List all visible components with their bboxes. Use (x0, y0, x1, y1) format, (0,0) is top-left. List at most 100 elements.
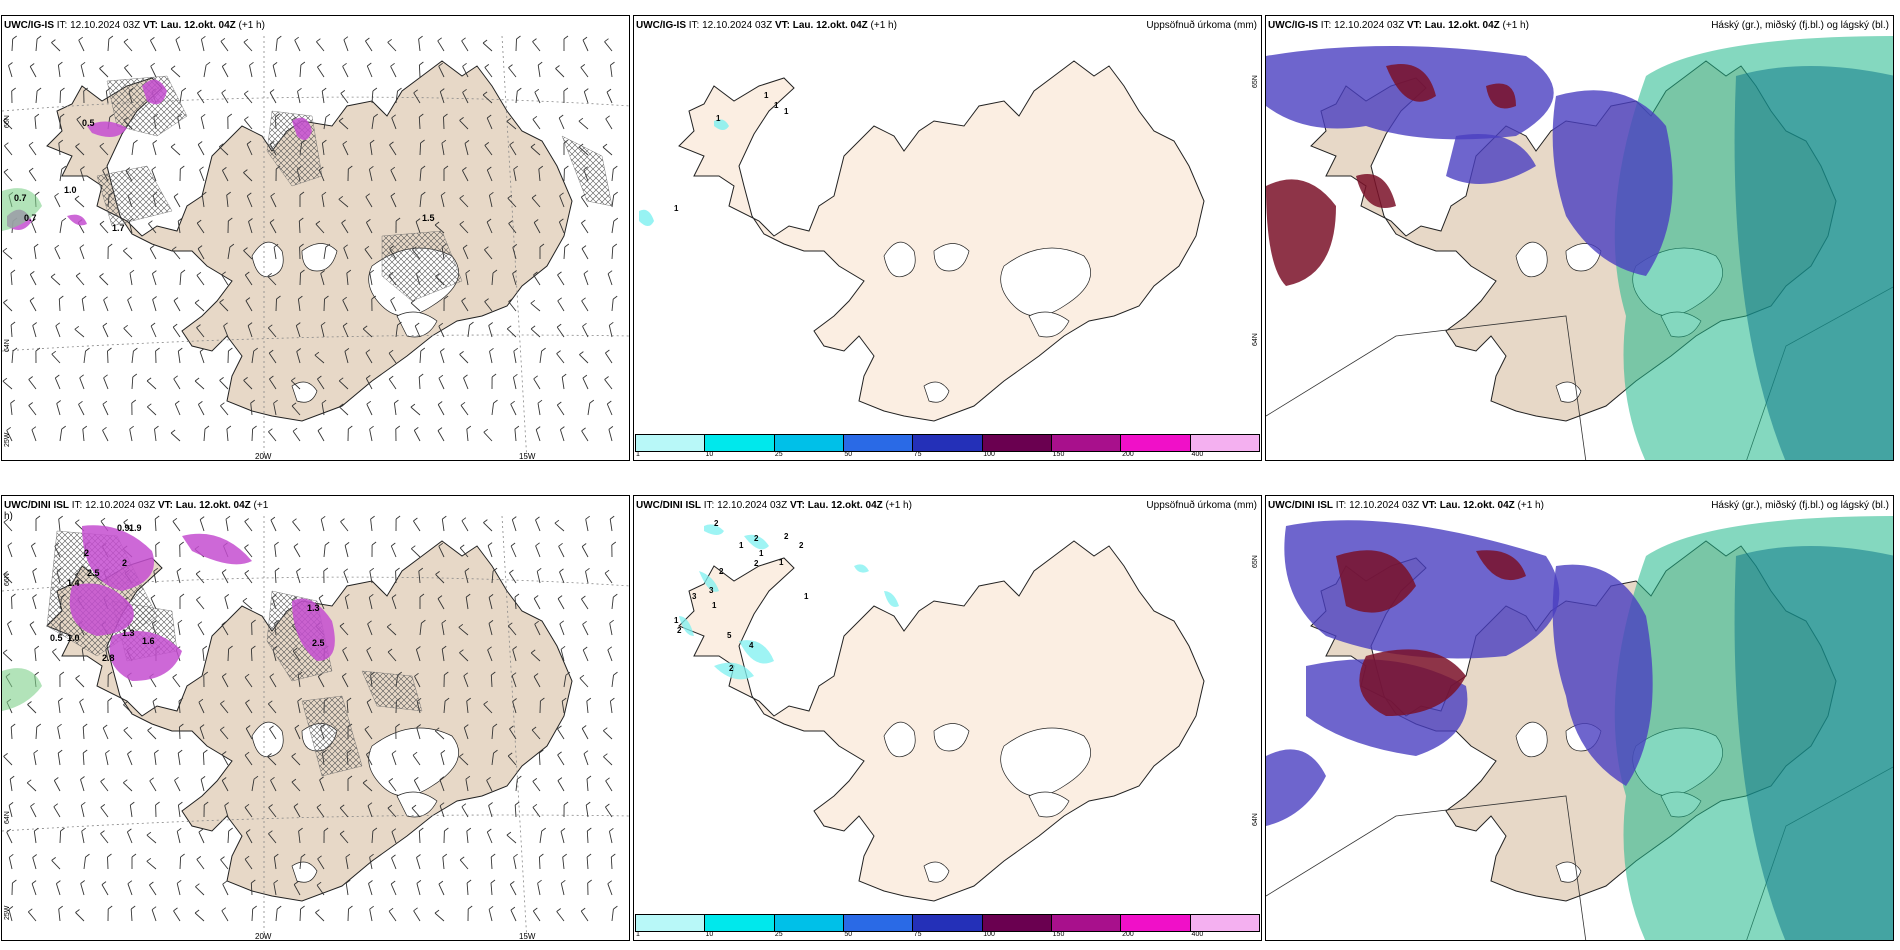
wind-barb-flag (244, 570, 250, 574)
wind-barb-flag (51, 39, 56, 43)
wind-barb-flag (83, 87, 88, 92)
wind-barb (315, 912, 325, 922)
wind-barb (608, 429, 613, 442)
low-cloud (1266, 179, 1336, 286)
wind-barb (442, 857, 445, 870)
colorbar-tick: 150 (1052, 931, 1065, 938)
wind-barb-flag (557, 297, 562, 302)
wind-barb-flag (372, 87, 378, 92)
lat-label-65n: 65N (1252, 75, 1259, 88)
wind-barb (562, 857, 565, 870)
wind-barb-flag (420, 165, 426, 170)
wind-barb (488, 623, 493, 636)
wind-barb (3, 120, 13, 130)
wind-barb-flag (179, 541, 184, 546)
wind-barb (537, 883, 541, 896)
wind-barb-flag (534, 88, 540, 93)
wind-barb-flag (579, 674, 585, 679)
mid-cloud (1552, 564, 1653, 786)
wind-barb-flag (99, 273, 104, 277)
value-label: 2 (729, 664, 734, 673)
wind-barb-flag (220, 700, 225, 705)
wind-barb (57, 753, 61, 766)
wind-barb-flag (509, 569, 514, 574)
wind-barb-flag (347, 775, 353, 780)
wind-barb-flag (603, 727, 608, 732)
wind-barb-flag (555, 65, 560, 69)
wind-barb (220, 859, 229, 870)
wind-barb (8, 909, 13, 922)
wind-barb (245, 702, 253, 714)
wind-barb-flag (421, 191, 426, 196)
colorbar-tick-labels: 1 10 25 50 75 100 150 200 400 (635, 451, 1260, 460)
wind-barb-flag (148, 220, 153, 225)
wind-barb-flag (228, 347, 233, 352)
wind-barb-flag (514, 593, 520, 598)
low-cloud (1486, 83, 1516, 109)
wind-barb (512, 377, 517, 390)
colorbar-tick: 200 (1122, 931, 1134, 938)
wind-barb (317, 66, 325, 78)
wind-barb-flag (229, 243, 235, 248)
wind-barb (35, 38, 38, 52)
wind-barb (75, 678, 85, 688)
wind-barb (177, 623, 181, 636)
wind-barb (585, 519, 589, 532)
wind-barb-flag (7, 542, 13, 547)
wind-barb (11, 38, 14, 52)
wind-barb (491, 272, 494, 286)
wind-barb (341, 222, 349, 234)
wind-barb (342, 144, 349, 156)
wind-barb (201, 195, 205, 208)
wind-barb (604, 379, 613, 390)
wind-barb-flag (579, 351, 584, 355)
wind-barb-flag (320, 321, 326, 326)
wind-barb-flag (585, 567, 590, 572)
wind-barb (33, 753, 37, 766)
wind-barb-flag (341, 219, 346, 224)
wind-barb (199, 351, 205, 364)
value-label: 2 (799, 541, 804, 550)
wind-barb-flag (318, 594, 324, 599)
wind-barb-flag (175, 36, 181, 41)
icing-hatch (361, 670, 423, 712)
wind-barb (248, 221, 253, 234)
wind-barb (390, 300, 397, 312)
wind-barb-flag (35, 347, 41, 352)
wind-barb (410, 548, 421, 558)
wind-barb (171, 249, 181, 260)
wind-barb (198, 404, 205, 416)
wind-barb (78, 40, 85, 52)
wind-barb-flag (109, 113, 115, 118)
model-name: UWC/DINI ISL (4, 500, 69, 511)
wind-barb (100, 807, 109, 818)
wind-barb (29, 66, 37, 78)
wind-barb (602, 730, 613, 740)
wind-barb (366, 65, 373, 78)
wind-barb (605, 118, 613, 130)
wind-barb (99, 223, 109, 234)
wind-barb (219, 302, 229, 312)
wind-barb-flag (607, 880, 613, 885)
wind-barb (197, 144, 205, 156)
wind-barb-flag (373, 113, 378, 118)
wind-barb (581, 248, 589, 260)
wind-barb-flag (442, 515, 447, 520)
wind-barb (439, 91, 445, 104)
wind-barb-flag (178, 347, 183, 352)
init-time: IT: 12.10.2024 03Z (1333, 500, 1422, 511)
wind-barb (173, 378, 181, 390)
wind-barb (151, 273, 157, 286)
wind-barb (100, 781, 109, 792)
wind-barb (580, 910, 589, 922)
wind-barb-flag (297, 697, 302, 702)
wind-barb (149, 248, 157, 260)
wind-barb (365, 378, 373, 390)
wind-barb (438, 326, 445, 338)
glacier-1 (301, 243, 338, 272)
wind-barb (246, 195, 253, 208)
wind-barb-flag (317, 427, 323, 431)
wind-barb-flag (80, 880, 85, 884)
wind-barb-flag (537, 61, 543, 66)
wind-barb-flag (582, 620, 587, 625)
